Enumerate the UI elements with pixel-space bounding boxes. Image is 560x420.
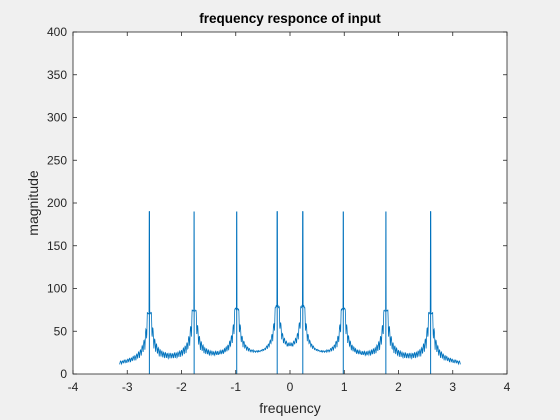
x-tick-label: 3	[449, 380, 456, 394]
y-axis: 0 50 100 150 200 250 300 350 400	[47, 25, 507, 381]
x-tick-label: -1	[230, 380, 241, 394]
y-tick-label: 350	[47, 68, 67, 82]
x-axis-label: frequency	[259, 400, 320, 416]
x-tick-label: -2	[176, 380, 187, 394]
plot-area	[119, 211, 461, 374]
y-axis-label: magnitude	[25, 170, 41, 236]
x-axis: -4 -3 -2 -1 0 1 2 3 4	[68, 32, 511, 394]
x-tick-label: -4	[68, 380, 79, 394]
chart-title: frequency responce of input	[199, 11, 381, 26]
y-tick-label: 250	[47, 153, 67, 167]
y-tick-label: 100	[47, 282, 67, 296]
x-tick-label: 2	[395, 380, 402, 394]
y-tick-label: 200	[47, 196, 67, 210]
axes-background	[73, 32, 507, 374]
y-tick-label: 150	[47, 239, 67, 253]
y-tick-label: 300	[47, 111, 67, 125]
x-tick-label: 4	[504, 380, 511, 394]
x-tick-label: 1	[341, 380, 348, 394]
series-line	[119, 211, 461, 366]
x-tick-label: 0	[287, 380, 294, 394]
y-tick-label: 50	[54, 324, 68, 338]
x-tick-label: -3	[122, 380, 133, 394]
y-tick-label: 400	[47, 25, 67, 39]
y-tick-label: 0	[60, 367, 67, 381]
